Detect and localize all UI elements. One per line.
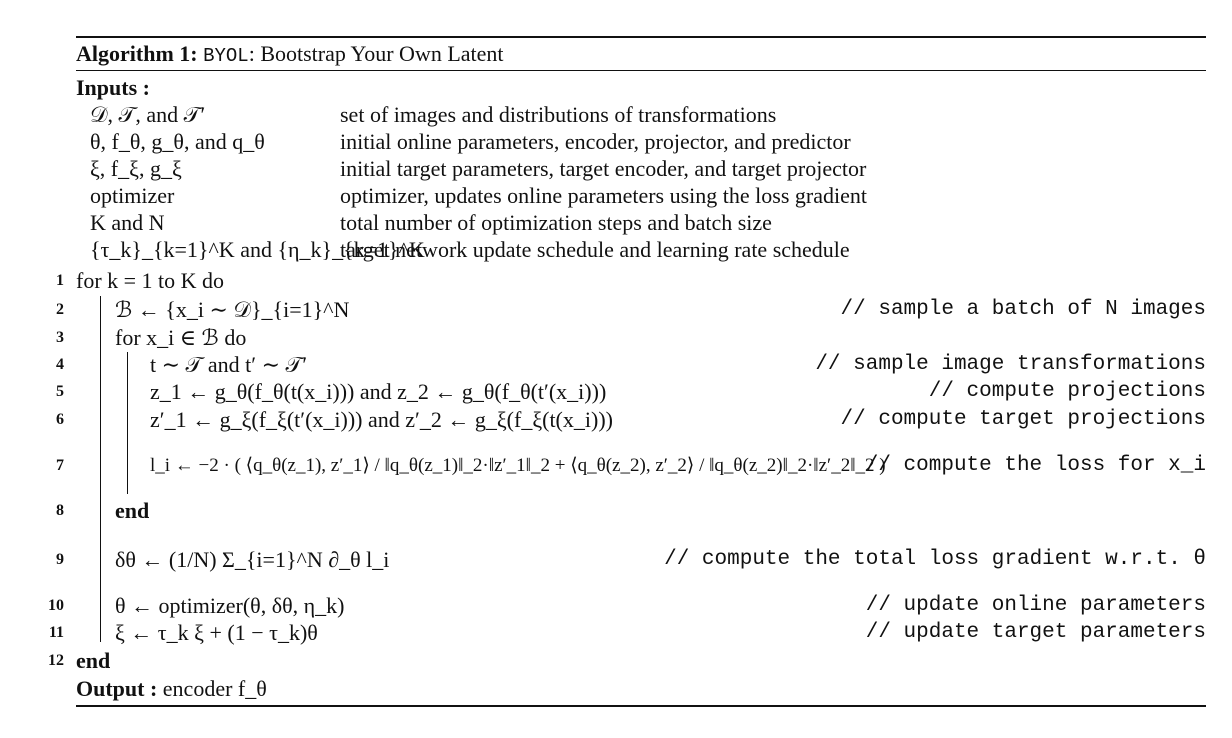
input-symbol: K and N bbox=[90, 210, 165, 235]
input-desc: initial online parameters, encoder, proj… bbox=[340, 129, 851, 154]
line-number: 6 bbox=[56, 411, 64, 428]
input-symbol: ξ, f_ξ, g_ξ bbox=[90, 156, 182, 181]
line-number: 10 bbox=[48, 597, 64, 614]
line-number: 1 bbox=[56, 272, 64, 289]
comment-line-6: // compute target projections bbox=[840, 408, 1206, 431]
comment-line-10: // update online parameters bbox=[865, 594, 1206, 617]
line-number: 12 bbox=[48, 652, 64, 669]
code-line-5: z_1 ← g_θ(f_θ(t(x_i))) and z_2 ← g_θ(f_θ… bbox=[150, 379, 607, 404]
inputs-heading: Inputs : bbox=[76, 75, 150, 100]
code-line-3: for x_i ∈ ℬ do bbox=[115, 325, 247, 350]
top-rule bbox=[76, 36, 1206, 38]
inner-loop-body-bar bbox=[127, 352, 128, 494]
comment-line-11: // update target parameters bbox=[865, 621, 1206, 644]
output-row: Output : encoder f_θ bbox=[76, 676, 267, 702]
output-value: encoder f_θ bbox=[162, 676, 267, 701]
line-number: 9 bbox=[56, 551, 64, 568]
output-label: Output : bbox=[76, 676, 158, 701]
code-line-12: end bbox=[76, 648, 111, 673]
line-number: 8 bbox=[56, 502, 64, 519]
code-line-4: t ∼ 𝒯 and t′ ∼ 𝒯′ bbox=[150, 352, 308, 377]
algorithm-title: Algorithm 1: BYOL: Bootstrap Your Own La… bbox=[76, 41, 504, 69]
input-desc: initial target parameters, target encode… bbox=[340, 156, 867, 181]
input-desc: optimizer, updates online parameters usi… bbox=[340, 183, 867, 208]
comment-line-5: // compute projections bbox=[928, 380, 1206, 403]
code-line-2: ℬ ← {x_i ∼ 𝒟}_{i=1}^N bbox=[115, 297, 350, 322]
code-line-1: for k = 1 to K do bbox=[76, 268, 225, 293]
algorithm-label: Algorithm 1: bbox=[76, 41, 198, 66]
code-line-11: ξ ← τ_k ξ + (1 − τ_k)θ bbox=[115, 620, 318, 645]
input-symbol: {τ_k}_{k=1}^K and {η_k}_{k=1}^K bbox=[90, 237, 425, 262]
line-number: 7 bbox=[56, 457, 64, 474]
input-desc: target network update schedule and learn… bbox=[340, 237, 850, 262]
loop-body-bar bbox=[100, 296, 101, 642]
algorithm-name: BYOL bbox=[203, 45, 249, 67]
input-symbol: optimizer bbox=[90, 183, 175, 208]
code-line-9: δθ ← (1/N) Σ_{i=1}^N ∂_θ l_i bbox=[115, 547, 390, 572]
line-number: 3 bbox=[56, 329, 64, 346]
code-line-8: end bbox=[115, 498, 150, 523]
input-desc: set of images and distributions of trans… bbox=[340, 102, 777, 127]
input-symbol: θ, f_θ, g_θ, and q_θ bbox=[90, 129, 265, 154]
code-line-7: l_i ← −2 · ( ⟨q_θ(z_1), z′_1⟩ / ‖q_θ(z_1… bbox=[150, 455, 886, 476]
comment-line-2: // sample a batch of N images bbox=[840, 298, 1206, 321]
line-number: 4 bbox=[56, 356, 64, 373]
input-desc: total number of optimization steps and b… bbox=[340, 210, 772, 235]
input-symbol: 𝒟, 𝒯, and 𝒯′ bbox=[90, 102, 206, 127]
title-rule bbox=[76, 70, 1206, 71]
comment-line-9: // compute the total loss gradient w.r.t… bbox=[664, 548, 1206, 571]
code-line-10: θ ← optimizer(θ, δθ, η_k) bbox=[115, 593, 345, 618]
algorithm-title-rest: : Bootstrap Your Own Latent bbox=[248, 41, 504, 66]
bottom-rule bbox=[76, 705, 1206, 707]
comment-line-4: // sample image transformations bbox=[815, 353, 1206, 376]
code-line-6: z′_1 ← g_ξ(f_ξ(t′(x_i))) and z′_2 ← g_ξ(… bbox=[150, 407, 613, 432]
line-number: 11 bbox=[48, 624, 64, 641]
line-number: 5 bbox=[56, 383, 64, 400]
comment-line-7: // compute the loss for x_i bbox=[865, 454, 1206, 477]
line-number: 2 bbox=[56, 301, 64, 318]
